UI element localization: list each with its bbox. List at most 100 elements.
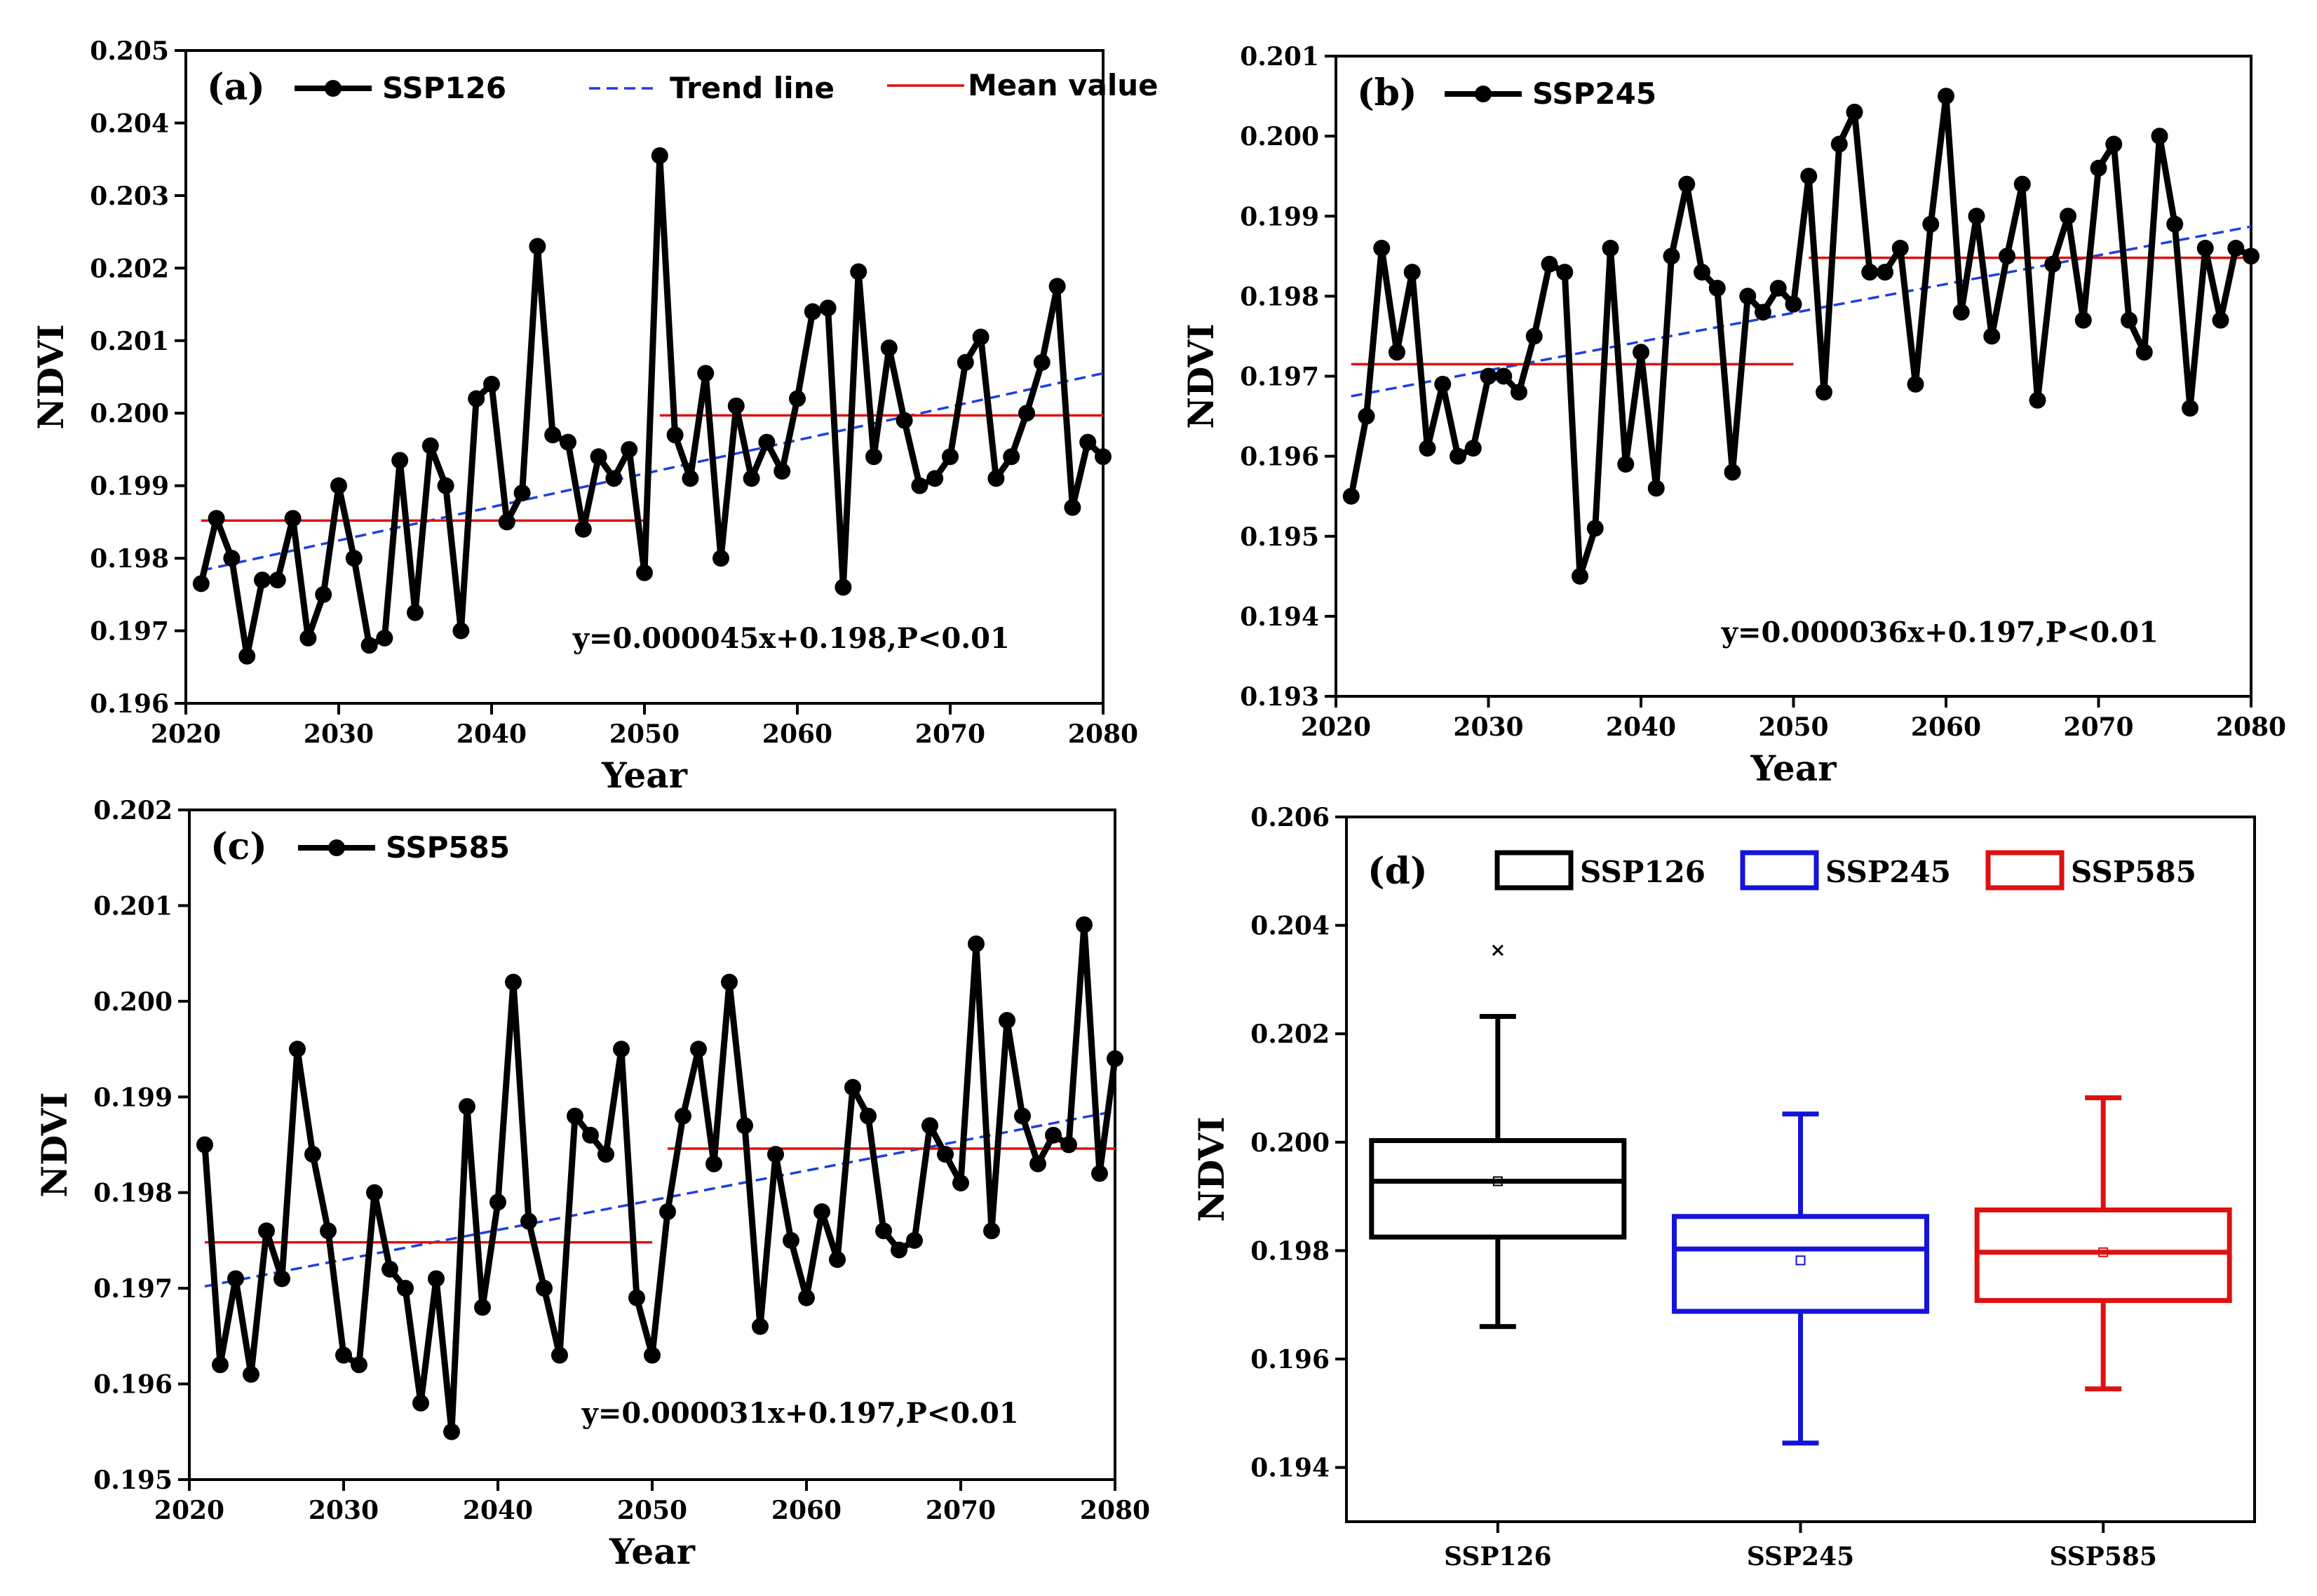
- data-point: [544, 426, 562, 444]
- data-point: [798, 1289, 815, 1306]
- data-point: [2029, 391, 2046, 409]
- data-point: [613, 1041, 630, 1058]
- data-point: [972, 328, 989, 346]
- y-tick-label: 0.202: [1250, 1020, 1330, 1049]
- data-point: [1419, 440, 1436, 457]
- x-axis-label: Year: [609, 1531, 696, 1572]
- x-tick-label: 2070: [2063, 712, 2133, 742]
- regression-equation: y=0.000045x+0.198,P<0.01: [572, 622, 1010, 655]
- data-point: [999, 1012, 1015, 1029]
- data-point: [926, 470, 944, 487]
- data-point: [330, 477, 347, 494]
- data-point: [560, 433, 576, 451]
- x-tick-label: 2030: [304, 719, 374, 749]
- y-tick-label: 0.195: [1240, 522, 1319, 552]
- data-point: [1938, 88, 1954, 105]
- x-tick-label: 2050: [617, 1496, 687, 1525]
- data-point: [860, 1107, 877, 1125]
- legend-swatch-ssp585: [1985, 850, 2065, 891]
- data-point: [1846, 103, 1863, 121]
- data-point: [804, 303, 821, 320]
- data-point: [223, 550, 241, 567]
- legend-series-label: SSP585: [386, 830, 510, 865]
- y-tick-label: 0.197: [93, 1274, 173, 1304]
- data-point: [1525, 327, 1543, 345]
- y-tick-label: 0.202: [90, 254, 169, 283]
- data-point: [2013, 175, 2031, 193]
- y-tick-label: 0.198: [1250, 1236, 1330, 1266]
- data-point: [505, 973, 522, 991]
- x-tick-label: 2040: [1606, 712, 1676, 742]
- data-point: [284, 510, 302, 527]
- data-point: [952, 1175, 969, 1192]
- y-tick-label: 0.204: [1250, 912, 1330, 941]
- data-point: [875, 1222, 892, 1240]
- y-tick-label: 0.201: [93, 891, 173, 921]
- x-tick-label: 2060: [762, 719, 832, 749]
- legend-series-marker: [328, 839, 345, 856]
- trend-line: [1351, 225, 2252, 398]
- data-point: [880, 339, 898, 357]
- y-tick-label: 0.196: [93, 1370, 173, 1400]
- box-ssp126: [1369, 945, 1627, 1330]
- data-point: [819, 299, 837, 317]
- data-point: [590, 448, 607, 466]
- data-point: [983, 1222, 1000, 1240]
- data-point: [1755, 304, 1771, 321]
- data-point: [891, 1241, 907, 1259]
- data-point: [1785, 295, 1802, 313]
- data-point: [529, 238, 546, 255]
- data-point: [1541, 255, 1558, 273]
- data-point: [289, 1041, 306, 1058]
- data-point: [407, 604, 424, 621]
- data-point: [421, 437, 439, 454]
- data-point: [829, 1251, 846, 1269]
- data-point: [574, 520, 592, 538]
- x-tick-label: 2020: [1301, 712, 1371, 742]
- data-point: [520, 1212, 537, 1230]
- data-point: [1045, 1126, 1062, 1144]
- data-point: [1095, 448, 1112, 466]
- data-point: [2135, 344, 2153, 361]
- regression-equation: y=0.000036x+0.197,P<0.01: [1721, 616, 2159, 649]
- x-tick-label: SSP126: [1444, 1542, 1551, 1571]
- y-tick-label: 0.200: [1250, 1128, 1330, 1158]
- y-tick-label: 0.197: [1240, 363, 1319, 392]
- data-point: [1800, 168, 1818, 185]
- y-axis-label: NDVI: [30, 324, 72, 429]
- x-tick-label: 2030: [309, 1496, 379, 1525]
- x-tick-label: 2030: [1453, 712, 1523, 742]
- x-tick-label: 2060: [1911, 712, 1981, 742]
- data-point: [2105, 135, 2123, 153]
- panel-label: (b): [1357, 72, 1417, 114]
- data-point: [1694, 264, 1710, 281]
- data-point: [628, 1289, 645, 1306]
- data-point: [1907, 375, 1924, 393]
- data-point: [397, 1280, 414, 1297]
- y-tick-label: 0.201: [1240, 42, 1319, 72]
- data-point: [774, 462, 791, 480]
- data-point: [1739, 288, 1757, 305]
- x-tick-label: 2070: [915, 719, 985, 749]
- data-point: [675, 1107, 691, 1125]
- data-point: [1358, 407, 1375, 425]
- data-point: [196, 1136, 213, 1154]
- data-point: [376, 629, 393, 647]
- x-tick-label: 2050: [1758, 712, 1828, 742]
- data-point: [987, 470, 1005, 487]
- data-point: [1480, 367, 1497, 385]
- series-line: [198, 152, 1106, 660]
- data-point: [243, 1365, 259, 1383]
- data-point: [721, 973, 738, 991]
- y-axis-label: NDVI: [1180, 323, 1222, 428]
- x-tick-label: 2080: [2216, 712, 2286, 742]
- data-point: [1617, 456, 1635, 473]
- y-tick-label: 0.205: [90, 36, 169, 66]
- iqr-box: [1369, 1138, 1627, 1240]
- y-tick-label: 0.198: [1240, 282, 1319, 311]
- plot-frame: [188, 809, 1116, 1481]
- panel-0: 0.196 0.197 0.198 0.199 0.200 0.201 0.202 0.203…: [30, 36, 1158, 796]
- data-point: [1091, 1165, 1108, 1182]
- data-point: [1816, 384, 1832, 401]
